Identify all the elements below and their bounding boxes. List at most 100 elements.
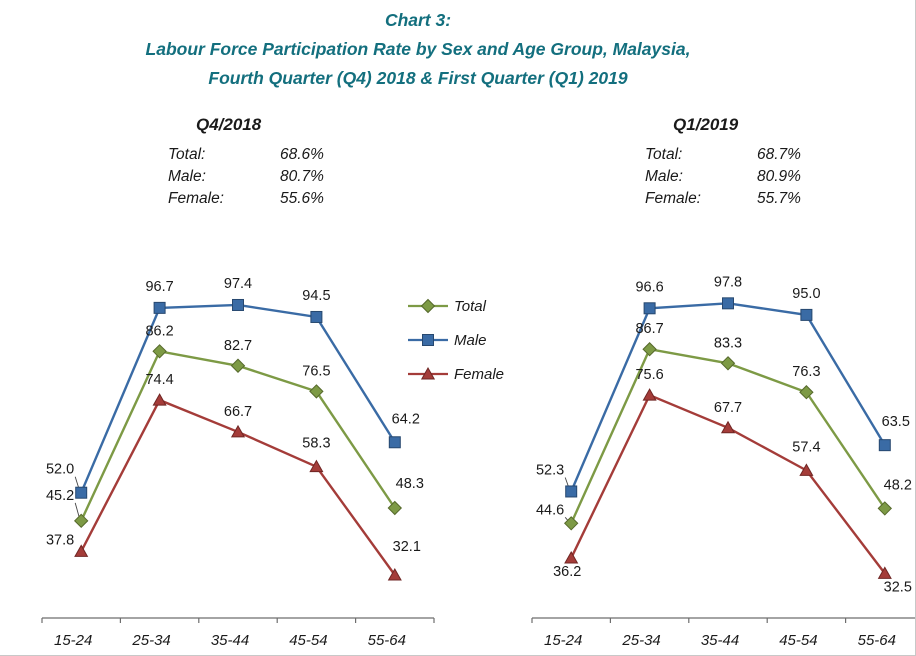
chart-main-title: Chart 3: Labour Force Participation Rate… [0,6,836,93]
marker-male [722,297,734,310]
legend-label-female: Female [454,365,505,383]
data-label-male: 52.3 [536,462,564,478]
marker-female [799,463,814,476]
stat-label-female: Female: [645,190,701,207]
marker-female [387,567,402,581]
marker-male [643,302,656,315]
marker-total [420,298,436,314]
data-label-female: 74.4 [145,372,173,388]
marker-female [230,424,246,438]
marker-total [152,344,167,359]
chart-q1-2019: 15-24 25-34 35-44 45-54 55-64 44.6 86.7 83.3 76.… [531,274,915,649]
data-label-total: 48.3 [396,476,424,492]
marker-total [563,516,579,531]
q4-stat-female: Female: 55.6% [168,188,398,210]
legend-item-total: Total [407,289,504,323]
marker-male [388,436,401,449]
stat-label-male: Male: [168,168,206,185]
q4-2018-header: Q4/2018 Total: 68.6% Male: 80.7% Female:… [168,114,398,210]
x-axis-label: 35-44 [211,632,249,649]
data-label-male: 96.7 [145,279,173,295]
marker-male [153,301,166,314]
q1-stat-total: Total: 68.7% [645,144,875,166]
marker-male [310,310,323,323]
marker-male [800,308,813,321]
data-label-male: 97.4 [224,276,252,292]
series-line-male [80,303,396,494]
marker-female [309,459,324,473]
data-label-total: 76.3 [792,364,820,380]
data-label-female: 57.4 [792,439,820,455]
data-label-female: 67.7 [714,400,742,416]
marker-male [878,439,891,452]
title-line-3: Fourth Quarter (Q4) 2018 & First Quarter… [208,68,628,88]
data-label-female: 75.6 [635,367,663,383]
marker-female [642,388,657,401]
chart-legend: Total Male Female [407,289,504,391]
stat-value-female: 55.6% [280,190,324,207]
x-axis-label: 15-24 [54,632,92,649]
legend-label-male: Male [454,331,487,349]
x-axis-label: 55-64 [858,632,896,649]
marker-male [232,298,244,311]
marker-total [230,358,246,373]
q1-stat-male: Male: 80.9% [645,166,875,188]
data-label-total: 83.3 [714,335,742,351]
data-label-total: 76.5 [302,363,330,379]
data-label-male: 63.5 [882,414,910,430]
data-label-total: 86.2 [145,323,173,339]
legend-square-icon [408,334,448,346]
marker-total [642,342,657,357]
q1-stat-female: Female: 55.7% [645,188,875,210]
stat-value-total: 68.7% [757,146,801,163]
data-label-total: 86.7 [635,321,663,337]
data-label-female: 58.3 [302,436,330,452]
data-label-male: 94.5 [302,288,330,304]
x-axis-label: 45-54 [289,632,327,649]
marker-total [73,513,89,529]
stat-label-female: Female: [168,190,224,207]
chart-q4-2018: 15-24 25-34 35-44 45-54 55-64 45.2 86.2 82.7 76.… [41,276,435,649]
stat-value-male: 80.7% [280,168,324,185]
title-line-2: Labour Force Participation Rate by Sex a… [145,39,691,59]
marker-total [799,385,814,400]
x-axis-label: 35-44 [701,632,739,649]
marker-male [565,485,578,498]
x-axis-label: 25-34 [621,632,660,649]
stat-value-female: 55.7% [757,190,801,207]
x-axis-label: 55-64 [368,632,406,649]
data-label-female: 66.7 [224,404,252,420]
marker-total [387,500,403,516]
marker-female [877,566,892,579]
marker-male [75,486,88,499]
data-label-male: 96.6 [635,279,663,295]
data-label-male: 52.0 [46,462,74,478]
stat-label-total: Total: [168,146,206,163]
data-label-female: 32.1 [393,539,421,555]
data-label-female: 37.8 [46,532,74,548]
q4-2018-title: Q4/2018 [196,115,262,134]
data-label-total: 48.2 [884,477,912,493]
marker-female [420,366,436,380]
x-axis-label: 25-34 [131,632,170,649]
legend-triangle-icon [408,366,448,380]
marker-total [309,384,324,399]
legend-diamond-icon [408,298,448,314]
q4-stat-total: Total: 68.6% [168,144,398,166]
marker-female [720,420,736,434]
x-axis-label: 45-54 [779,632,817,649]
stat-label-male: Male: [645,168,683,185]
data-label-total: 45.2 [46,488,74,504]
data-label-female: 36.2 [553,564,581,580]
data-label-male: 97.8 [714,274,742,290]
stat-value-total: 68.6% [280,146,324,163]
marker-female [152,393,167,406]
legend-item-female: Female [407,357,504,391]
x-axis-label: 15-24 [544,632,582,649]
q1-2019-header: Q1/2019 Total: 68.7% Male: 80.9% Female:… [645,114,875,210]
stat-value-male: 80.9% [757,168,801,185]
data-label-total: 44.6 [536,502,564,518]
marker-female [564,551,579,564]
marker-male [422,334,434,346]
